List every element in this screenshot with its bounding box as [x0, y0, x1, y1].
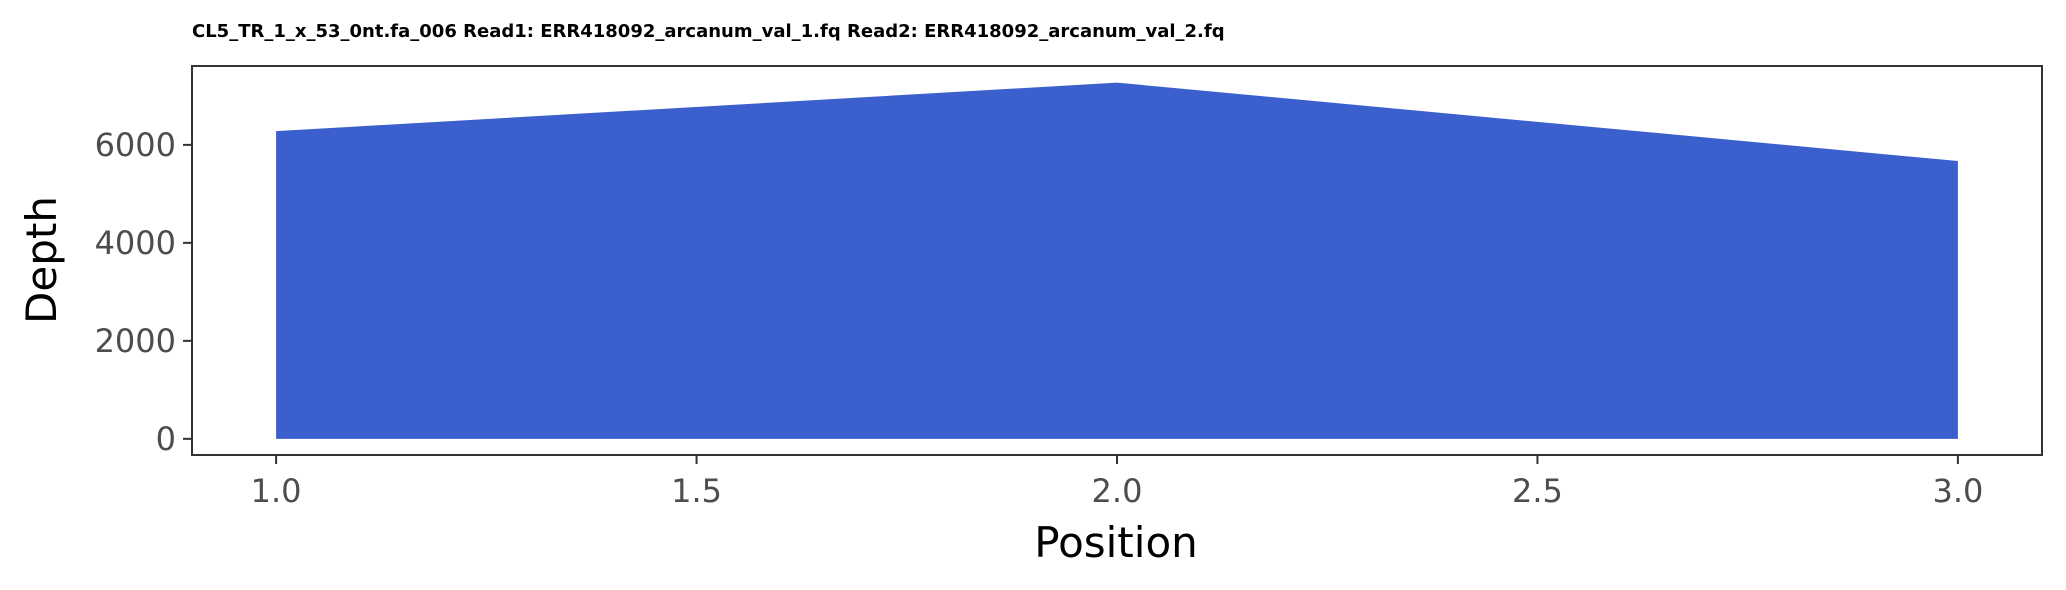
y-tick-label: 4000 — [95, 224, 176, 262]
depth-area — [276, 82, 1958, 439]
x-tick-label: 1.0 — [251, 472, 302, 510]
x-tick-label: 1.5 — [671, 472, 722, 510]
y-axis-title: Depth — [17, 196, 66, 324]
plot-area — [191, 65, 2043, 456]
y-tick-label: 2000 — [95, 322, 176, 360]
x-tick-label: 2.0 — [1092, 472, 1143, 510]
x-tick-label: 3.0 — [1932, 472, 1983, 510]
y-tick-label: 6000 — [95, 126, 176, 164]
x-tick-label: 2.5 — [1512, 472, 1563, 510]
chart-title: CL5_TR_1_x_53_0nt.fa_006 Read1: ERR41809… — [192, 21, 1225, 42]
y-axis: 0 2000 4000 6000 — [95, 126, 192, 458]
x-axis: 1.0 1.5 2.0 2.5 3.0 — [251, 455, 1983, 510]
y-tick-label: 0 — [156, 420, 176, 458]
x-axis-title: Position — [1034, 518, 1198, 567]
